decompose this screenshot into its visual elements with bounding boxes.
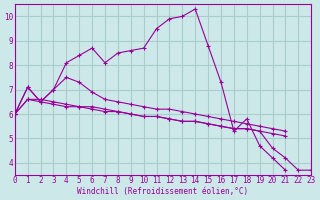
X-axis label: Windchill (Refroidissement éolien,°C): Windchill (Refroidissement éolien,°C) — [77, 187, 249, 196]
